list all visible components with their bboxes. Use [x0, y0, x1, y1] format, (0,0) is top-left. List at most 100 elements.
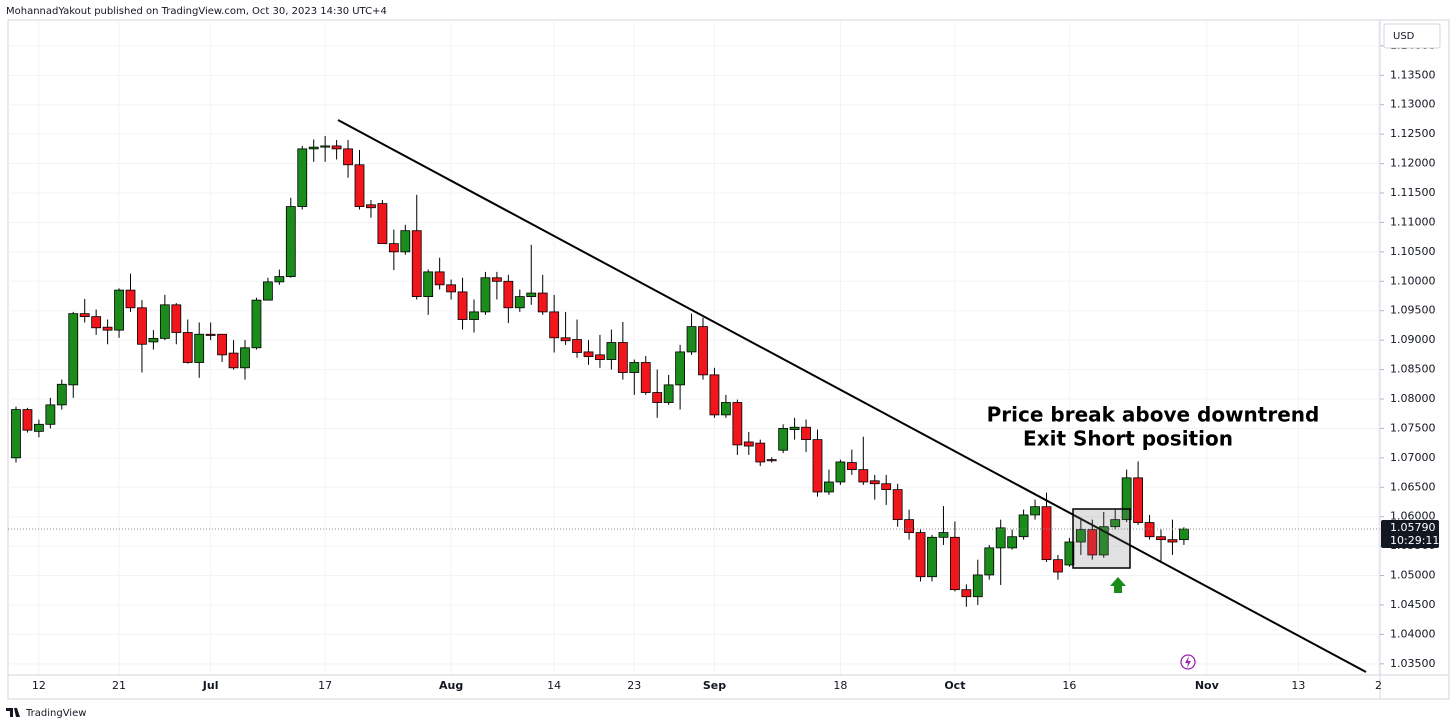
candle-body: [331, 145, 342, 150]
y-tick-label: 1.03500: [1390, 657, 1436, 670]
candle-body: [732, 402, 743, 446]
candle-body: [1110, 519, 1121, 528]
candle-body: [881, 483, 892, 491]
y-tick-label: 1.05000: [1390, 569, 1436, 582]
y-tick-label: 1.07500: [1390, 421, 1436, 434]
candle-body: [205, 333, 216, 336]
last-price-box: [1381, 520, 1439, 549]
candle-body: [549, 311, 560, 339]
candle-body: [171, 304, 182, 333]
x-tick-label: Oct: [944, 679, 965, 692]
candle-body: [56, 383, 67, 406]
time-axis: 12 21 Jul 17 Aug 14 23 Sep 18 Oct 16 Nov 13 2: [32, 679, 1382, 692]
candle-body: [904, 519, 914, 533]
candle-body: [1144, 522, 1155, 538]
candle-body: [343, 148, 353, 166]
frame: [7, 19, 1450, 700]
up-arrow: [1110, 577, 1126, 593]
candle-body: [114, 289, 124, 331]
candle-body: [709, 374, 720, 416]
x-tick-label: Nov: [1195, 679, 1220, 692]
y-tick-label: 1.08000: [1390, 392, 1436, 405]
y-tick-label: 1.10000: [1390, 274, 1436, 287]
candle-body: [537, 292, 548, 313]
candle-body: [34, 423, 44, 432]
candle-body: [377, 203, 388, 245]
candle-body: [950, 536, 960, 591]
candle-body: [927, 536, 937, 578]
candle-body: [629, 362, 640, 373]
candle-body: [606, 342, 617, 360]
x-tick-label: Sep: [703, 679, 726, 692]
candle-body: [743, 441, 754, 447]
countdown: 10:29:11: [1390, 534, 1439, 547]
x-tick-label: 21: [112, 679, 126, 692]
y-tick-label: 1.11000: [1390, 215, 1436, 228]
candle-body: [308, 146, 319, 150]
candle-body: [663, 384, 674, 403]
candle-body: [240, 347, 250, 369]
y-tick-label: 1.04000: [1390, 627, 1436, 640]
candle-body: [285, 206, 296, 277]
candle-body: [388, 243, 399, 253]
candle-body: [320, 145, 331, 148]
candle-body: [1041, 506, 1052, 561]
header: MohannadYakout published on TradingView.…: [6, 6, 387, 17]
candle-body: [22, 409, 33, 431]
x-tick-label: 13: [1291, 679, 1305, 692]
brand: TradingView: [25, 708, 86, 719]
highlight-box: [1072, 508, 1131, 569]
candle-body: [915, 532, 926, 578]
candle-body: [1087, 529, 1098, 556]
candle-body: [45, 404, 56, 425]
candle-body: [698, 326, 708, 376]
candle-body: [11, 409, 21, 459]
annotation: Exit Short position: [1023, 427, 1233, 451]
candle-body: [1179, 528, 1189, 541]
candle-body: [755, 442, 766, 463]
trendline: [337, 119, 1367, 673]
candle-body: [778, 428, 789, 451]
candle-body: [1053, 559, 1063, 573]
y-tick-label: 1.06000: [1390, 510, 1436, 523]
candle-body: [652, 392, 663, 403]
price-axis: 1.035001.040001.045001.050001.055001.060…: [1380, 39, 1436, 670]
candle-body: [491, 277, 502, 282]
candle-body: [1030, 506, 1040, 516]
candle-body: [423, 271, 434, 297]
y-tick-label: 1.12000: [1390, 157, 1436, 170]
x-tick-label: 14: [547, 679, 561, 692]
candle-body: [434, 271, 445, 286]
candle-body: [595, 354, 605, 360]
candle-body: [560, 337, 571, 342]
x-tick-label: 23: [627, 679, 641, 692]
candle-body: [400, 230, 411, 253]
candle-body: [938, 532, 949, 538]
candle-body: [514, 296, 525, 309]
candle-body: [984, 547, 995, 576]
x-tick-label: Jul: [202, 679, 219, 692]
y-tick-label: 1.04500: [1390, 598, 1436, 611]
candle-body: [789, 426, 800, 430]
currency-box[interactable]: [1383, 23, 1441, 49]
annotation: Price break above downtrend: [987, 403, 1320, 427]
candle-body: [148, 337, 159, 343]
candle-body: [1007, 536, 1018, 549]
candle-body: [812, 439, 823, 493]
candle-body: [182, 332, 193, 363]
event-bolt: [1185, 656, 1191, 668]
x-tick-label: 18: [833, 679, 847, 692]
x-tick-label: 2: [1375, 679, 1382, 692]
candle-body: [503, 280, 514, 309]
candle-body: [675, 351, 685, 386]
candle-body: [194, 333, 205, 363]
candle-body: [721, 402, 731, 416]
x-tick-label: 12: [32, 679, 46, 692]
candle-body: [79, 313, 90, 318]
candle-body: [469, 311, 479, 320]
candle-body: [869, 480, 880, 485]
candle-body: [526, 292, 537, 297]
